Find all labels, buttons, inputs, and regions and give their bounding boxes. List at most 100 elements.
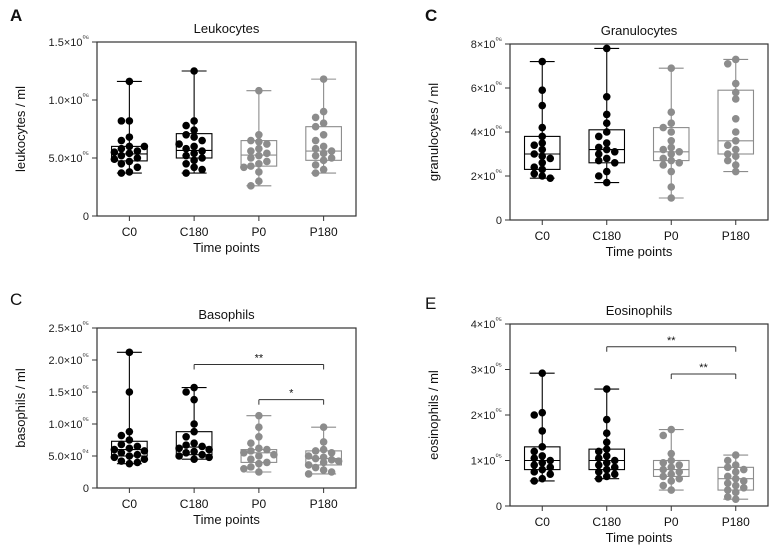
- granulocytes-p0-point: [659, 161, 668, 169]
- granulocytes-p0-point: [659, 145, 668, 154]
- granulocytes-c0-point: [538, 101, 547, 110]
- basophils-c0-point: [140, 455, 149, 464]
- basophils-c0-point: [125, 436, 134, 444]
- eosinophils-p0-point: [659, 472, 668, 481]
- granulocytes-ytick-label-1: 2×10⁰⁶: [471, 168, 502, 183]
- basophils-p0-point: [247, 439, 255, 448]
- basophils-c180-point: [198, 450, 206, 459]
- granulocytes-ytick-label-2: 4×10⁰⁶: [471, 124, 502, 139]
- granulocytes-c180-point: [610, 159, 619, 167]
- leukocytes-c180-point: [198, 154, 206, 162]
- basophils-sig-label-1: *: [289, 388, 294, 400]
- leukocytes-c180-point: [190, 156, 198, 165]
- granulocytes-c0-point: [546, 174, 555, 182]
- basophils-p0-point: [247, 463, 255, 471]
- basophils-xtick-label-p0: P0: [252, 497, 267, 511]
- basophils-title: Basophils: [198, 307, 255, 322]
- eosinophils-xtick-label-p0: P0: [664, 515, 679, 529]
- basophils-p180-point: [327, 449, 336, 457]
- eosinophils-c0-point: [546, 456, 555, 465]
- granulocytes-c180-point: [602, 128, 611, 136]
- eosinophils-xtick-label-p180: P180: [722, 515, 750, 529]
- basophils-p0-point: [255, 423, 263, 432]
- leukocytes-p0-point: [247, 154, 255, 162]
- basophils-c180-point: [175, 444, 183, 453]
- granulocytes-c180-point: [594, 143, 603, 152]
- eosinophils-xtick-label-c180: C180: [592, 515, 621, 529]
- leukocytes-p180-point: [319, 131, 328, 139]
- basophils-c0-point: [125, 459, 134, 468]
- leukocytes-c180-point: [190, 126, 198, 134]
- granulocytes-p180-point: [731, 79, 740, 88]
- leukocytes-p180-point: [311, 144, 320, 153]
- basophils-ytick-label-1: 5.0×10⁰⁴: [48, 448, 89, 463]
- leukocytes-p180-point: [319, 75, 328, 83]
- eosinophils-c0-point: [530, 461, 539, 469]
- eosinophils-p180-point: [731, 468, 740, 476]
- eosinophils-c0-point: [538, 452, 547, 460]
- eosinophils-xlabel: Time points: [606, 530, 673, 545]
- leukocytes-p0-point: [255, 168, 263, 176]
- basophils-sig-label-0: **: [255, 352, 264, 364]
- eosinophils-c0-point: [538, 443, 547, 451]
- basophils-p180-point: [319, 423, 328, 432]
- granulocytes-p0-point: [667, 194, 676, 202]
- granulocytes-c0-point: [530, 163, 539, 171]
- basophils-c180-point: [198, 442, 206, 451]
- leukocytes-c0-point: [117, 144, 126, 153]
- eosinophils-p180-point: [731, 495, 740, 503]
- eosinophils-c180-point: [594, 468, 603, 476]
- basophils-c0-point: [117, 440, 126, 449]
- leukocytes-c180-point: [190, 117, 198, 125]
- granulocytes-p0-point: [667, 128, 676, 136]
- basophils-c180-point: [190, 427, 198, 436]
- granulocytes-p180-point: [731, 145, 740, 154]
- eosinophils-p180-point: [731, 451, 740, 459]
- eosinophils-p180-point: [723, 472, 732, 481]
- basophils-c0-point: [125, 348, 134, 357]
- basophils-p180-point: [311, 463, 320, 472]
- eosinophils-p180-point: [731, 488, 740, 497]
- leukocytes-ytick-label-0: 0: [83, 211, 89, 223]
- eosinophils-p0-point: [659, 458, 668, 467]
- eosinophils-c180-point: [602, 472, 611, 481]
- granulocytes-xtick-label-c180: C180: [592, 229, 621, 243]
- granulocytes-p180-point: [723, 150, 732, 158]
- leukocytes-p180-point: [319, 107, 328, 116]
- granulocytes-c0-point: [538, 139, 547, 147]
- eosinophils-c0-point: [546, 470, 555, 478]
- basophils-c0-point: [133, 450, 142, 459]
- granulocytes-c0-point: [530, 170, 539, 178]
- eosinophils-p0-point: [667, 470, 676, 478]
- leukocytes-p0-point: [255, 137, 263, 146]
- leukocytes-c180-point: [182, 169, 190, 177]
- basophils-p0-point: [263, 458, 271, 467]
- basophils-p0-point: [255, 468, 263, 476]
- eosinophils-p180-point: [731, 461, 740, 469]
- leukocytes-c180-point: [198, 147, 206, 155]
- basophils-c180-point: [205, 453, 213, 462]
- leukocytes-plot-frame: [96, 41, 357, 217]
- panel-letter-e: E: [425, 294, 437, 313]
- basophils-ytick-label-0: 0: [83, 483, 89, 495]
- eosinophils-c180-point: [602, 452, 611, 460]
- panel-letter-a: A: [10, 6, 23, 25]
- basophils-p180-point: [319, 445, 328, 454]
- leukocytes-p180-point: [311, 169, 320, 177]
- granulocytes-p180-point: [731, 88, 740, 97]
- granulocytes-p180-point: [731, 115, 740, 123]
- basophils-p0-point: [240, 465, 248, 473]
- basophils-p180-point: [311, 447, 320, 455]
- granulocytes-c180-point: [602, 178, 611, 187]
- basophils-p0-point: [255, 444, 263, 453]
- basophils-ytick-label-3: 1.5×10⁰⁵: [49, 384, 89, 399]
- basophils-xtick-label-c0: C0: [122, 497, 138, 511]
- basophils-p0-point: [240, 449, 248, 457]
- leukocytes-p0-point: [255, 144, 263, 153]
- leukocytes-c0-point: [110, 148, 119, 156]
- eosinophils-p180-point: [731, 474, 740, 483]
- eosinophils-p0-point: [667, 477, 676, 485]
- eosinophils-c180-point: [594, 474, 603, 483]
- granulocytes-p180-point: [731, 137, 740, 145]
- granulocytes-c180-point: [594, 172, 603, 180]
